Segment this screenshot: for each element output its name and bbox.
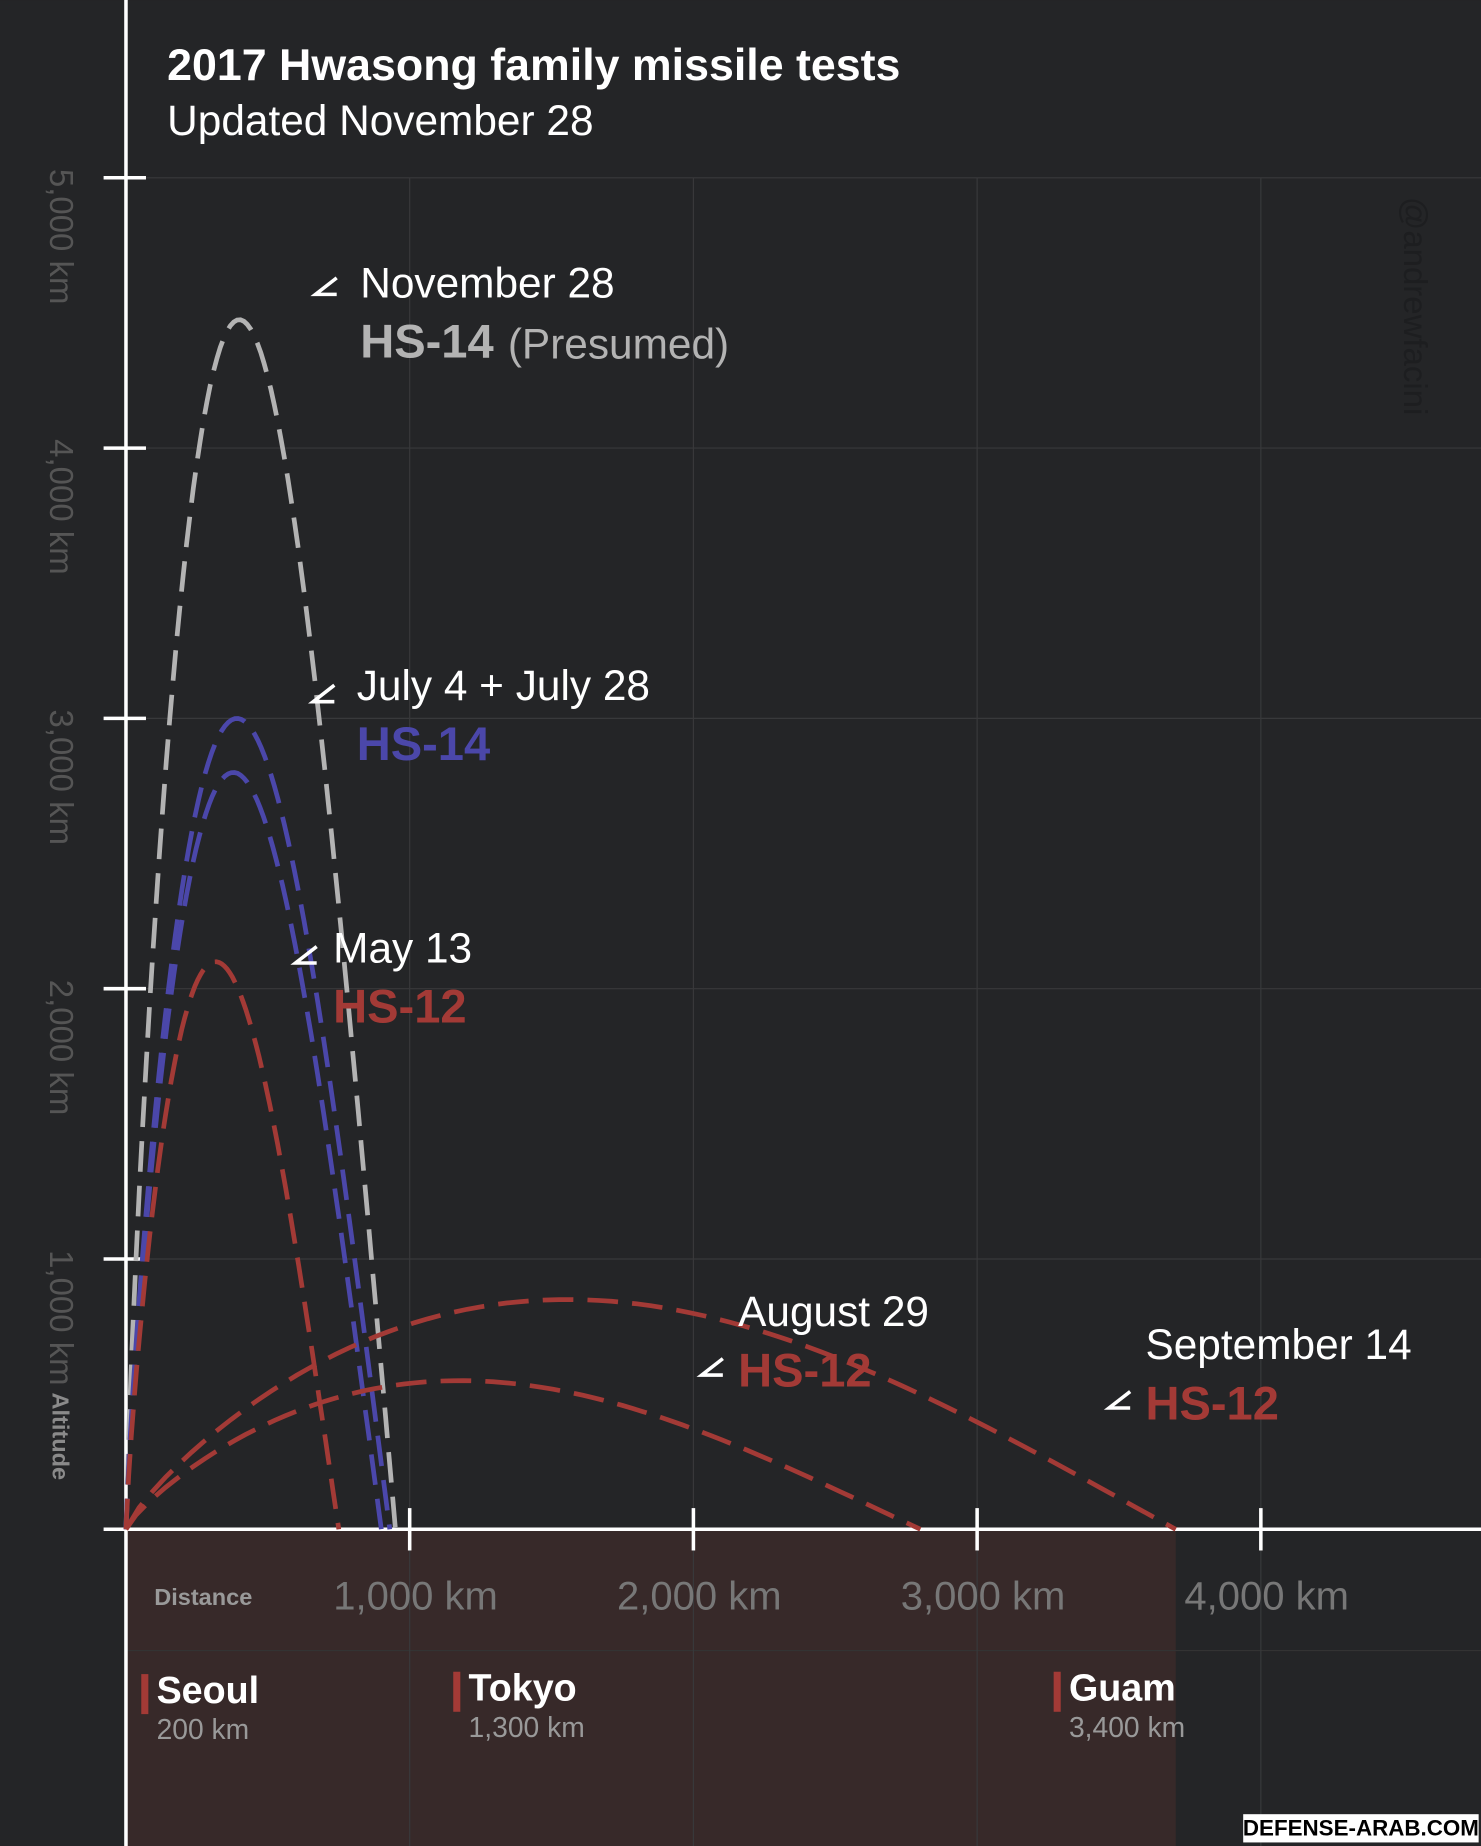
y-tick-label: 3,000 km — [43, 709, 80, 845]
city-distance: 3,400 km — [1069, 1711, 1185, 1743]
annotation-missile: HS-14 — [360, 314, 493, 367]
annotation-missile: HS-14 — [357, 717, 490, 770]
city-name: Guam — [1069, 1667, 1176, 1709]
pointer — [1103, 1390, 1132, 1410]
trajectory — [123, 716, 393, 1530]
x-tick-label: 4,000 km — [1184, 1574, 1349, 1618]
annotation-missile: HS-12 — [1145, 1376, 1278, 1429]
x-tick-label: 1,000 km — [333, 1574, 498, 1618]
city-marker — [1053, 1671, 1061, 1712]
x-tick-label: 3,000 km — [901, 1574, 1066, 1618]
y-tick-label: 2,000 km — [43, 980, 80, 1116]
y-tick-label: 4,000 km — [43, 439, 80, 575]
annotation-missile: HS-12 — [333, 980, 466, 1033]
annotation-note: (Presumed) — [508, 321, 729, 368]
y-axis-label: Altitude — [48, 1392, 74, 1480]
pointer — [310, 276, 338, 297]
annotation-date: September 14 — [1145, 1321, 1411, 1368]
annotation-missile: HS-12 — [738, 1343, 871, 1396]
chart-subtitle: Updated November 28 — [167, 97, 593, 144]
trajectory — [123, 770, 384, 1530]
trajectory — [123, 1297, 1177, 1532]
pointer — [290, 945, 318, 965]
pointer — [696, 1357, 724, 1377]
chart-title: 2017 Hwasong family missile tests — [167, 41, 900, 90]
trajectory — [123, 317, 398, 1530]
annotation-date: May 13 — [333, 924, 472, 971]
city-distance: 200 km — [157, 1713, 250, 1745]
y-tick-label: 5,000 km — [43, 169, 80, 305]
range-band — [125, 1529, 1176, 1846]
city-distance: 1,300 km — [469, 1711, 585, 1743]
trajectory — [123, 959, 342, 1530]
watermark-box — [1243, 1814, 1479, 1843]
city-name: Tokyo — [469, 1667, 577, 1709]
watermark: DEFENSE-ARAB.COM — [1243, 1815, 1479, 1840]
x-tick-label: 2,000 km — [617, 1574, 782, 1618]
annotation-date: July 4 + July 28 — [357, 662, 650, 709]
annotation-date: August 29 — [738, 1288, 929, 1335]
trajectory — [124, 1378, 922, 1532]
annotation-date: November 28 — [360, 259, 614, 306]
credit: @andrewfacini — [1397, 197, 1434, 415]
city-name: Seoul — [157, 1669, 260, 1711]
x-axis-label: Distance — [154, 1584, 252, 1610]
y-tick-label: 1,000 km — [43, 1250, 80, 1386]
city-marker — [453, 1671, 461, 1712]
city-marker — [141, 1674, 149, 1715]
pointer — [308, 683, 336, 704]
